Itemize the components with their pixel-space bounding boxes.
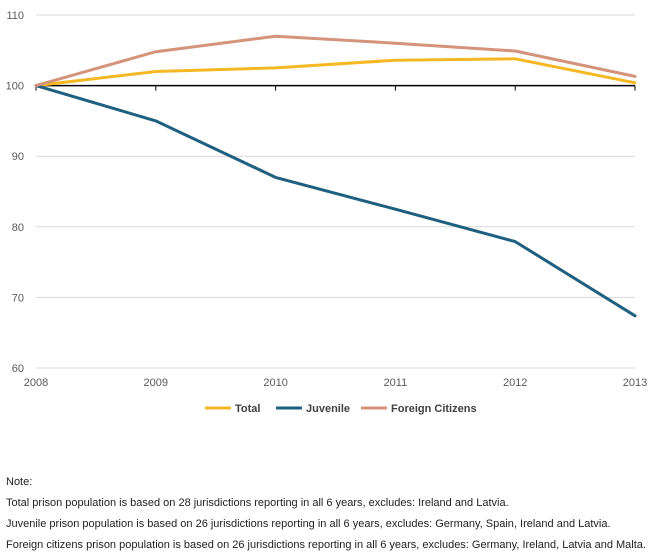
x-axis: 2008 2009 2010 2011 2012 2013 <box>24 84 647 389</box>
gridlines <box>36 14 635 369</box>
note-juvenile: Juvenile prison population is based on 2… <box>6 518 611 530</box>
note-total: Total prison population is based on 28 j… <box>6 497 509 509</box>
y-tick-label-80: 80 <box>12 222 24 234</box>
y-axis-ticks: 60 70 80 90 100 110 <box>6 10 24 375</box>
y-tick-label-90: 90 <box>12 151 24 163</box>
legend-label-total: Total <box>235 403 260 415</box>
y-tick-label-60: 60 <box>12 363 24 375</box>
legend-label-juvenile: Juvenile <box>306 403 350 415</box>
series-line-total <box>34 57 637 88</box>
x-tick-label-2013: 2013 <box>623 377 647 389</box>
series-line-foreign-citizens <box>34 34 637 88</box>
notes-heading: Note: <box>6 476 33 488</box>
y-tick-label-100: 100 <box>6 81 24 93</box>
legend-label-foreign-citizens: Foreign Citizens <box>391 403 477 415</box>
x-tick-label-2012: 2012 <box>503 377 527 389</box>
x-tick-label-2011: 2011 <box>384 377 408 389</box>
y-tick-label-110: 110 <box>6 10 24 22</box>
x-tick-label-2008: 2008 <box>24 377 48 389</box>
x-tick-label-2010: 2010 <box>263 377 287 389</box>
series-line-juvenile <box>34 84 637 318</box>
y-tick-label-70: 70 <box>12 292 24 304</box>
x-tick-label-2009: 2009 <box>144 377 168 389</box>
note-foreign-citizens: Foreign citizens prison population is ba… <box>6 539 646 551</box>
series-lines <box>34 34 637 318</box>
notes: Note: Total prison population is based o… <box>6 472 666 556</box>
legend: Total Juvenile Foreign Citizens <box>205 403 477 415</box>
